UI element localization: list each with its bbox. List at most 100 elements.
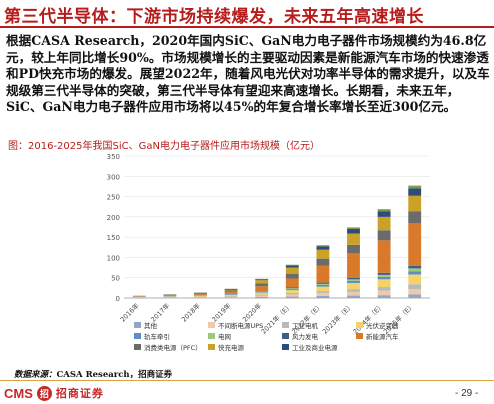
company-name: 招商证券 [55, 387, 104, 400]
bar-segment [408, 289, 422, 295]
y-tick-label: 250 [107, 194, 120, 202]
y-tick-label: 100 [107, 254, 120, 262]
bar-segment [377, 290, 391, 296]
bar-segment [347, 289, 360, 292]
x-tick-label: 2024年（E） [351, 301, 386, 336]
legend-label: 其他 [144, 321, 158, 330]
bar-segment [408, 188, 422, 196]
source-note: 数据来源：CASA Research，招商证券 [14, 368, 172, 380]
bar-segment [255, 296, 269, 298]
bar-segment [408, 268, 422, 272]
source-text: CASA Research，招商证券 [56, 370, 173, 380]
page-number: - 29 - [455, 388, 479, 399]
footer-divider [0, 380, 494, 381]
bar-segment [285, 287, 299, 289]
bar-segment [285, 264, 299, 266]
bar-segment [316, 285, 330, 287]
legend-swatch [134, 333, 141, 339]
bar-segment [347, 282, 360, 290]
y-tick-label: 350 [107, 153, 120, 161]
logo-seal-icon: 招 [36, 385, 52, 401]
bar-segment [224, 297, 238, 298]
bar-segment [224, 289, 238, 291]
bar-segment [347, 295, 360, 298]
legend-label: 电网 [218, 332, 231, 341]
bar-segment [408, 294, 422, 298]
x-tick-label: 2021年（E） [259, 301, 294, 336]
bar-segment [408, 223, 422, 266]
bar-segment [408, 284, 422, 290]
bar-segment [347, 233, 360, 245]
bar-segment [194, 296, 207, 297]
chart-svg: 0 50 100 150 200 250 300 350 2016年 2017年 2018年 2019… [107, 153, 430, 352]
y-tick-label: 50 [111, 275, 120, 283]
legend-label: 工业电机 [292, 321, 319, 330]
legend-swatch [282, 344, 289, 350]
bar-segment [377, 287, 391, 291]
bar-segment [408, 265, 422, 269]
bar-segment [377, 230, 391, 241]
bar-segment [408, 274, 422, 285]
bar-segment [224, 295, 238, 297]
bar-segment [316, 283, 330, 286]
bar-segment [285, 267, 299, 274]
bar-segment [377, 209, 391, 212]
x-tick-label: 2022年（E） [290, 301, 325, 336]
bar-segment [224, 294, 238, 296]
legend-label: 快充电源 [218, 343, 245, 352]
bar-segment [408, 195, 422, 212]
bar-segment [316, 258, 330, 266]
x-tick-label: 2020年 [240, 301, 263, 324]
legend-label: 消费类电源（PFC） [144, 343, 202, 352]
x-tick-label: 2016年 [118, 301, 141, 324]
bar-segment [347, 280, 360, 283]
legend-swatch [356, 322, 363, 328]
page-title: 第三代半导体：下游市场持续爆发，未来五年高速增长 [4, 7, 424, 27]
bar-segment [377, 272, 391, 275]
bar-segment [285, 290, 299, 293]
legend-swatch [208, 322, 215, 328]
legend-swatch [356, 333, 363, 339]
source-label: 数据来源： [14, 370, 57, 380]
bar-segment [316, 245, 330, 247]
bar-segment [377, 276, 391, 280]
legend-swatch [134, 322, 141, 328]
bar-segment [316, 282, 330, 284]
bar-segment [377, 274, 391, 277]
bar-segment [194, 294, 207, 296]
body-paragraph: 根据CASA Research，2020年国内SiC、GaN电力电子器件市场规模… [6, 33, 490, 115]
title-divider [0, 26, 494, 28]
bar-segment [255, 280, 269, 284]
company-logo: CMS 招 招商证券 [4, 384, 104, 402]
legend-swatch [282, 322, 289, 328]
bar-segment [255, 292, 269, 295]
bar-segment [408, 271, 422, 275]
bar-segment [224, 289, 238, 290]
bar-segment [377, 279, 391, 288]
bar-segment [255, 292, 269, 293]
bar-segment [285, 273, 299, 279]
bar-segment [255, 295, 269, 297]
bar-segment [377, 211, 391, 217]
bar-segment [285, 296, 299, 298]
legend-label: 新能源汽车 [366, 332, 399, 341]
legend-swatch [208, 344, 215, 350]
bar-segment [408, 211, 422, 224]
bar-segment [316, 295, 330, 298]
x-tick-label: 2025年（E） [381, 301, 416, 336]
bar-segment [255, 283, 269, 287]
x-tick-label: 2023年（E） [320, 301, 355, 336]
x-tick-label: 2017年 [149, 301, 172, 324]
bar-segment [255, 286, 269, 292]
legend-swatch [208, 333, 215, 339]
bar-segment [347, 253, 360, 278]
bar-segment [347, 229, 360, 234]
bar-segment [347, 227, 360, 230]
bar-segment [285, 288, 299, 290]
y-tick-label: 300 [107, 173, 120, 181]
bar-segment [377, 216, 391, 231]
bar-segment [285, 265, 299, 268]
legend-label: 光伏逆变器 [366, 321, 399, 330]
y-tick-label: 150 [107, 234, 120, 242]
y-tick-label: 0 [116, 295, 120, 303]
